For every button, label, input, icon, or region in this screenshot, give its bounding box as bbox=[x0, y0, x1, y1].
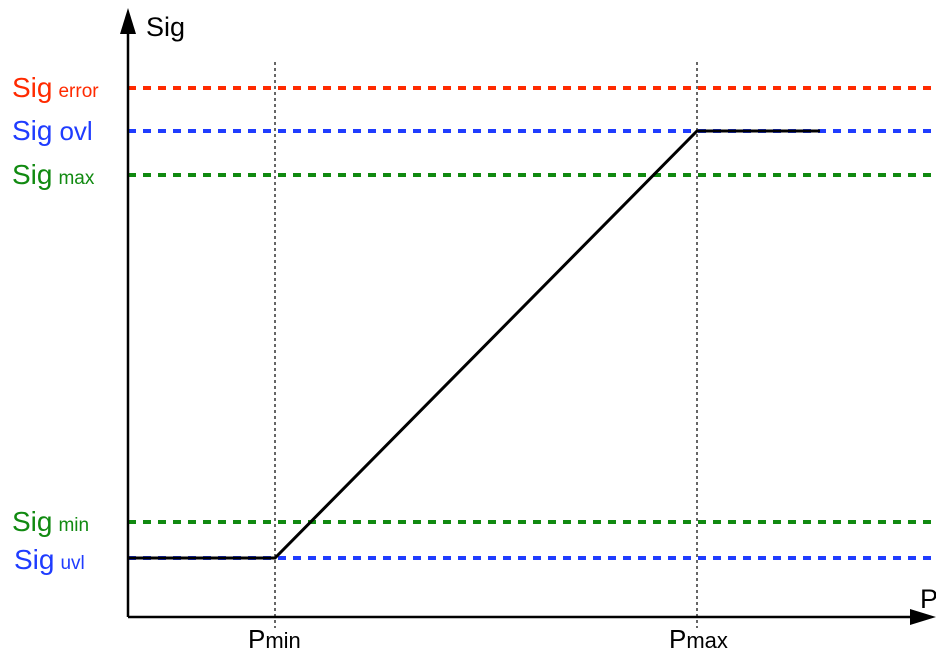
x-axis-label: P bbox=[920, 584, 936, 614]
sig-ovl-label: Sig ovl bbox=[12, 115, 93, 146]
characteristic-curve bbox=[128, 129, 820, 560]
sig-uvl-label: Sig uvl bbox=[14, 544, 85, 575]
pmin-label: Pmin bbox=[248, 624, 301, 654]
y-axis-arrow-icon bbox=[120, 8, 136, 34]
pmax-label: Pmax bbox=[669, 624, 728, 654]
sig-max-label: Sig max bbox=[12, 159, 95, 190]
y-axis-label: Sig bbox=[146, 12, 185, 42]
sig-min-label: Sig min bbox=[12, 506, 89, 537]
x-axis-arrow-icon bbox=[910, 609, 936, 625]
sig-error-label: Sig error bbox=[12, 72, 99, 103]
